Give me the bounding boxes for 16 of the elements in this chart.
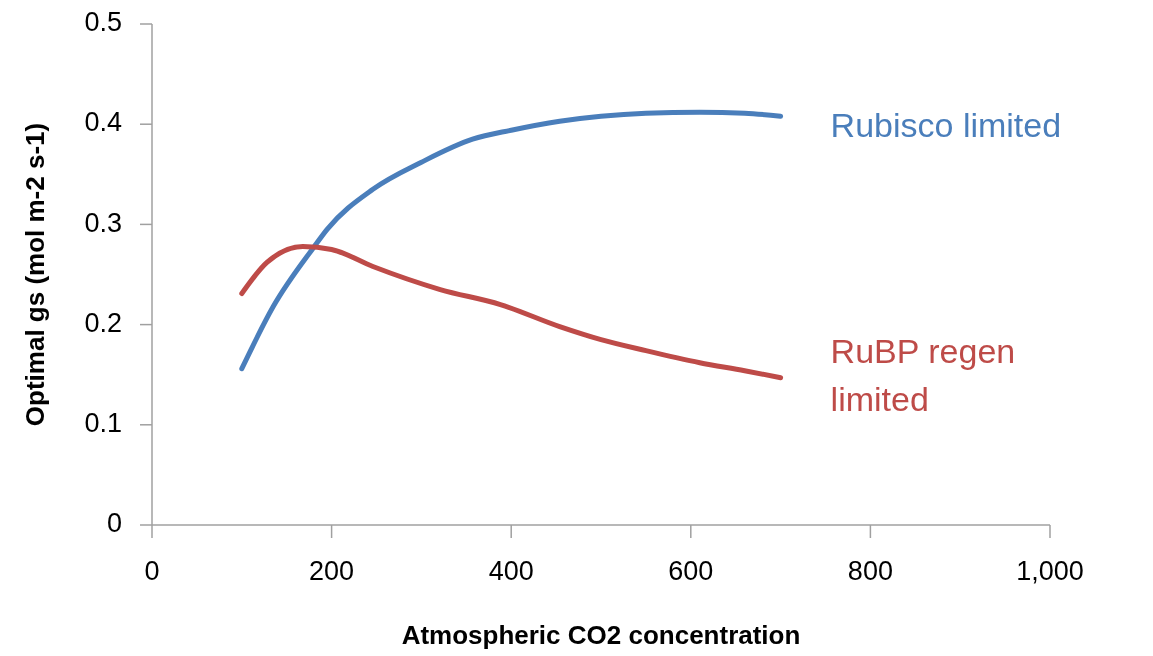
y-tick-label: 0.4 bbox=[84, 107, 122, 138]
x-tick-label: 0 bbox=[144, 556, 160, 586]
y-tick-label: 0.5 bbox=[84, 7, 122, 38]
x-tick-label: 200 bbox=[309, 556, 355, 586]
series-label: RuBP regen limited bbox=[830, 331, 1016, 418]
y-tick-label: 0 bbox=[106, 508, 122, 539]
x-axis-title: Atmospheric CO2 concentration bbox=[401, 620, 801, 650]
x-tick-label: 400 bbox=[488, 556, 534, 586]
y-axis-title: Optimal gs (mol m-2 s-1) bbox=[20, 122, 50, 427]
series-label: Rubisco limited bbox=[830, 106, 1062, 145]
x-tick-label: 600 bbox=[668, 556, 714, 586]
y-tick-label: 0.2 bbox=[84, 307, 122, 338]
y-tick-label: 0.1 bbox=[84, 407, 122, 438]
x-tick-label: 1,000 bbox=[1016, 556, 1084, 586]
y-tick-label: 0.3 bbox=[84, 207, 122, 238]
x-tick-label: 800 bbox=[847, 556, 893, 586]
